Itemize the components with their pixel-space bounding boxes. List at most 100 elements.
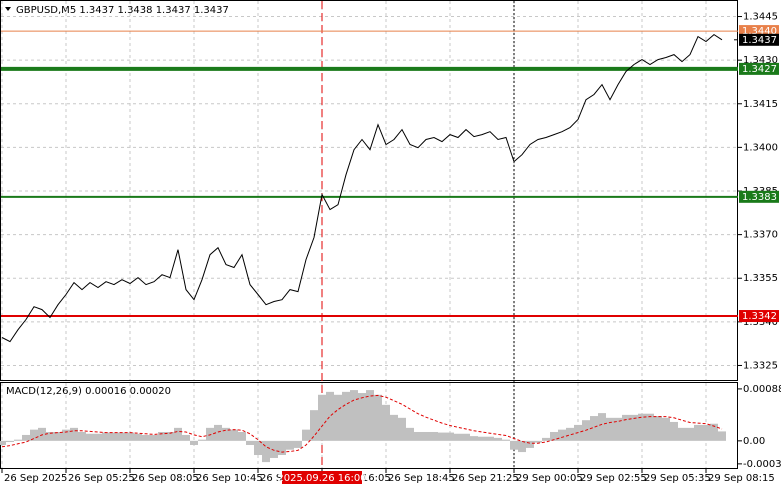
y-tick-label: 1.3430	[743, 55, 778, 66]
macd-bar	[486, 436, 494, 441]
macd-bar	[62, 429, 70, 441]
macd-bar	[526, 440, 534, 448]
macd-bar	[398, 417, 406, 441]
macd-bar	[462, 433, 470, 441]
menu-arrow	[5, 7, 11, 11]
y-tick-label: 1.3415	[743, 99, 778, 110]
level-label: 1.3342	[742, 311, 777, 322]
macd-bar	[206, 427, 214, 441]
macd-bar	[438, 432, 446, 441]
macd-bar	[294, 440, 302, 448]
x-tick-label: 26 Sep 2025	[4, 473, 67, 484]
macd-bar	[278, 440, 286, 456]
macd-bar	[222, 427, 230, 441]
macd-bar	[238, 431, 246, 441]
macd-bar	[422, 431, 430, 441]
x-tick-label: 26 Sep 10:45	[196, 473, 263, 484]
macd-bar	[158, 431, 166, 441]
macd-bar	[190, 440, 198, 445]
macd-bar	[470, 436, 478, 441]
level-label-box	[739, 310, 779, 323]
y-tick-label: -0.00039	[743, 459, 781, 470]
macd-bar	[334, 394, 342, 441]
macd-bar	[494, 437, 502, 441]
price-line	[1, 33, 723, 343]
macd-bar	[646, 413, 654, 441]
macd-bar	[358, 393, 366, 441]
macd-bar	[286, 440, 294, 450]
macd-bar	[110, 432, 118, 441]
macd-bar	[0, 440, 6, 445]
macd-bar	[622, 414, 630, 441]
macd-bar	[70, 427, 78, 441]
macd-bar	[406, 427, 414, 441]
x-tick-label: 26 Sep 08:05	[132, 473, 199, 484]
time-label: 2025.09.26 16:00	[277, 473, 366, 484]
macd-bar	[230, 429, 238, 441]
macd-bar	[590, 416, 598, 441]
macd-bar	[254, 440, 262, 456]
macd-bar	[126, 432, 134, 441]
macd-frame	[0, 382, 738, 469]
macd-bar	[702, 424, 710, 441]
x-tick-label: 26 Sep 05:25	[68, 473, 135, 484]
macd-bar	[94, 433, 102, 441]
macd-bar	[142, 434, 150, 441]
macd-bar	[350, 390, 358, 441]
x-tick-label: 26 Sep 21:25	[452, 473, 519, 484]
macd-bar	[654, 416, 662, 441]
macd-bar	[14, 439, 22, 441]
current-price-label: 1.3437	[742, 35, 777, 46]
macd-bar	[414, 431, 422, 441]
macd-bar	[150, 434, 158, 441]
macd-bar	[38, 427, 46, 441]
macd-bar	[134, 433, 142, 441]
y-tick-label: 1.3445	[743, 12, 778, 23]
macd-bar	[718, 431, 726, 441]
macd-bar	[246, 440, 254, 445]
macd-bar	[46, 431, 54, 441]
y-tick-label: 1.3340	[743, 317, 778, 328]
y-tick-label: 1.3355	[743, 273, 778, 284]
y-tick-label: 1.3370	[743, 230, 778, 241]
macd-bar	[262, 440, 270, 463]
macd-bar	[478, 436, 486, 441]
macd-bar	[606, 417, 614, 441]
macd-bar	[630, 414, 638, 441]
macd-bar	[710, 423, 718, 441]
macd-bar	[686, 427, 694, 441]
macd-bar	[198, 439, 206, 441]
current-price-box	[739, 33, 779, 46]
macd-bar	[118, 432, 126, 441]
macd-bar	[510, 440, 518, 450]
x-tick-label: 26 Sep 18:45	[388, 473, 455, 484]
macd-bar	[174, 427, 182, 441]
macd-bar	[342, 391, 350, 441]
level-label: 1.3440	[742, 26, 777, 37]
macd-bar	[678, 427, 686, 441]
macd-bar	[374, 394, 382, 441]
macd-bar	[22, 434, 30, 441]
macd-bar	[430, 431, 438, 441]
macd-bar	[54, 431, 62, 441]
macd-bar	[518, 440, 526, 453]
y-tick-label: 1.3325	[743, 360, 778, 371]
macd-bar	[614, 417, 622, 441]
macd-bar	[310, 410, 318, 441]
macd-bar	[78, 431, 86, 441]
macd-bar	[550, 431, 558, 441]
macd-bar	[102, 432, 110, 441]
macd-bar	[638, 413, 646, 441]
level-label: 1.3427	[742, 64, 777, 75]
macd-bar	[534, 440, 542, 443]
y-tick-label: 0.00088	[743, 384, 781, 395]
macd-bar	[326, 391, 334, 441]
macd-bar	[214, 424, 222, 441]
macd-bar	[30, 429, 38, 441]
macd-bar	[382, 404, 390, 441]
y-tick-label: 1.3400	[743, 142, 778, 153]
macd-bar	[366, 390, 374, 441]
macd-bar	[662, 417, 670, 441]
